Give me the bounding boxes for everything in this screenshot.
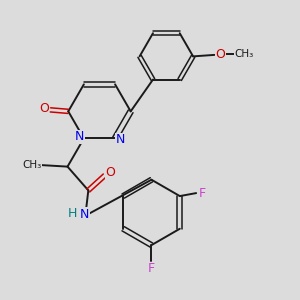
- Text: H: H: [68, 207, 78, 220]
- Text: F: F: [148, 262, 155, 275]
- Text: CH₃: CH₃: [22, 160, 41, 170]
- Text: O: O: [106, 166, 116, 179]
- Text: N: N: [80, 208, 89, 221]
- Text: F: F: [199, 187, 206, 200]
- Text: N: N: [116, 134, 125, 146]
- Text: CH₃: CH₃: [235, 49, 254, 59]
- Text: O: O: [39, 102, 49, 115]
- Text: O: O: [215, 48, 225, 61]
- Text: N: N: [75, 130, 84, 143]
